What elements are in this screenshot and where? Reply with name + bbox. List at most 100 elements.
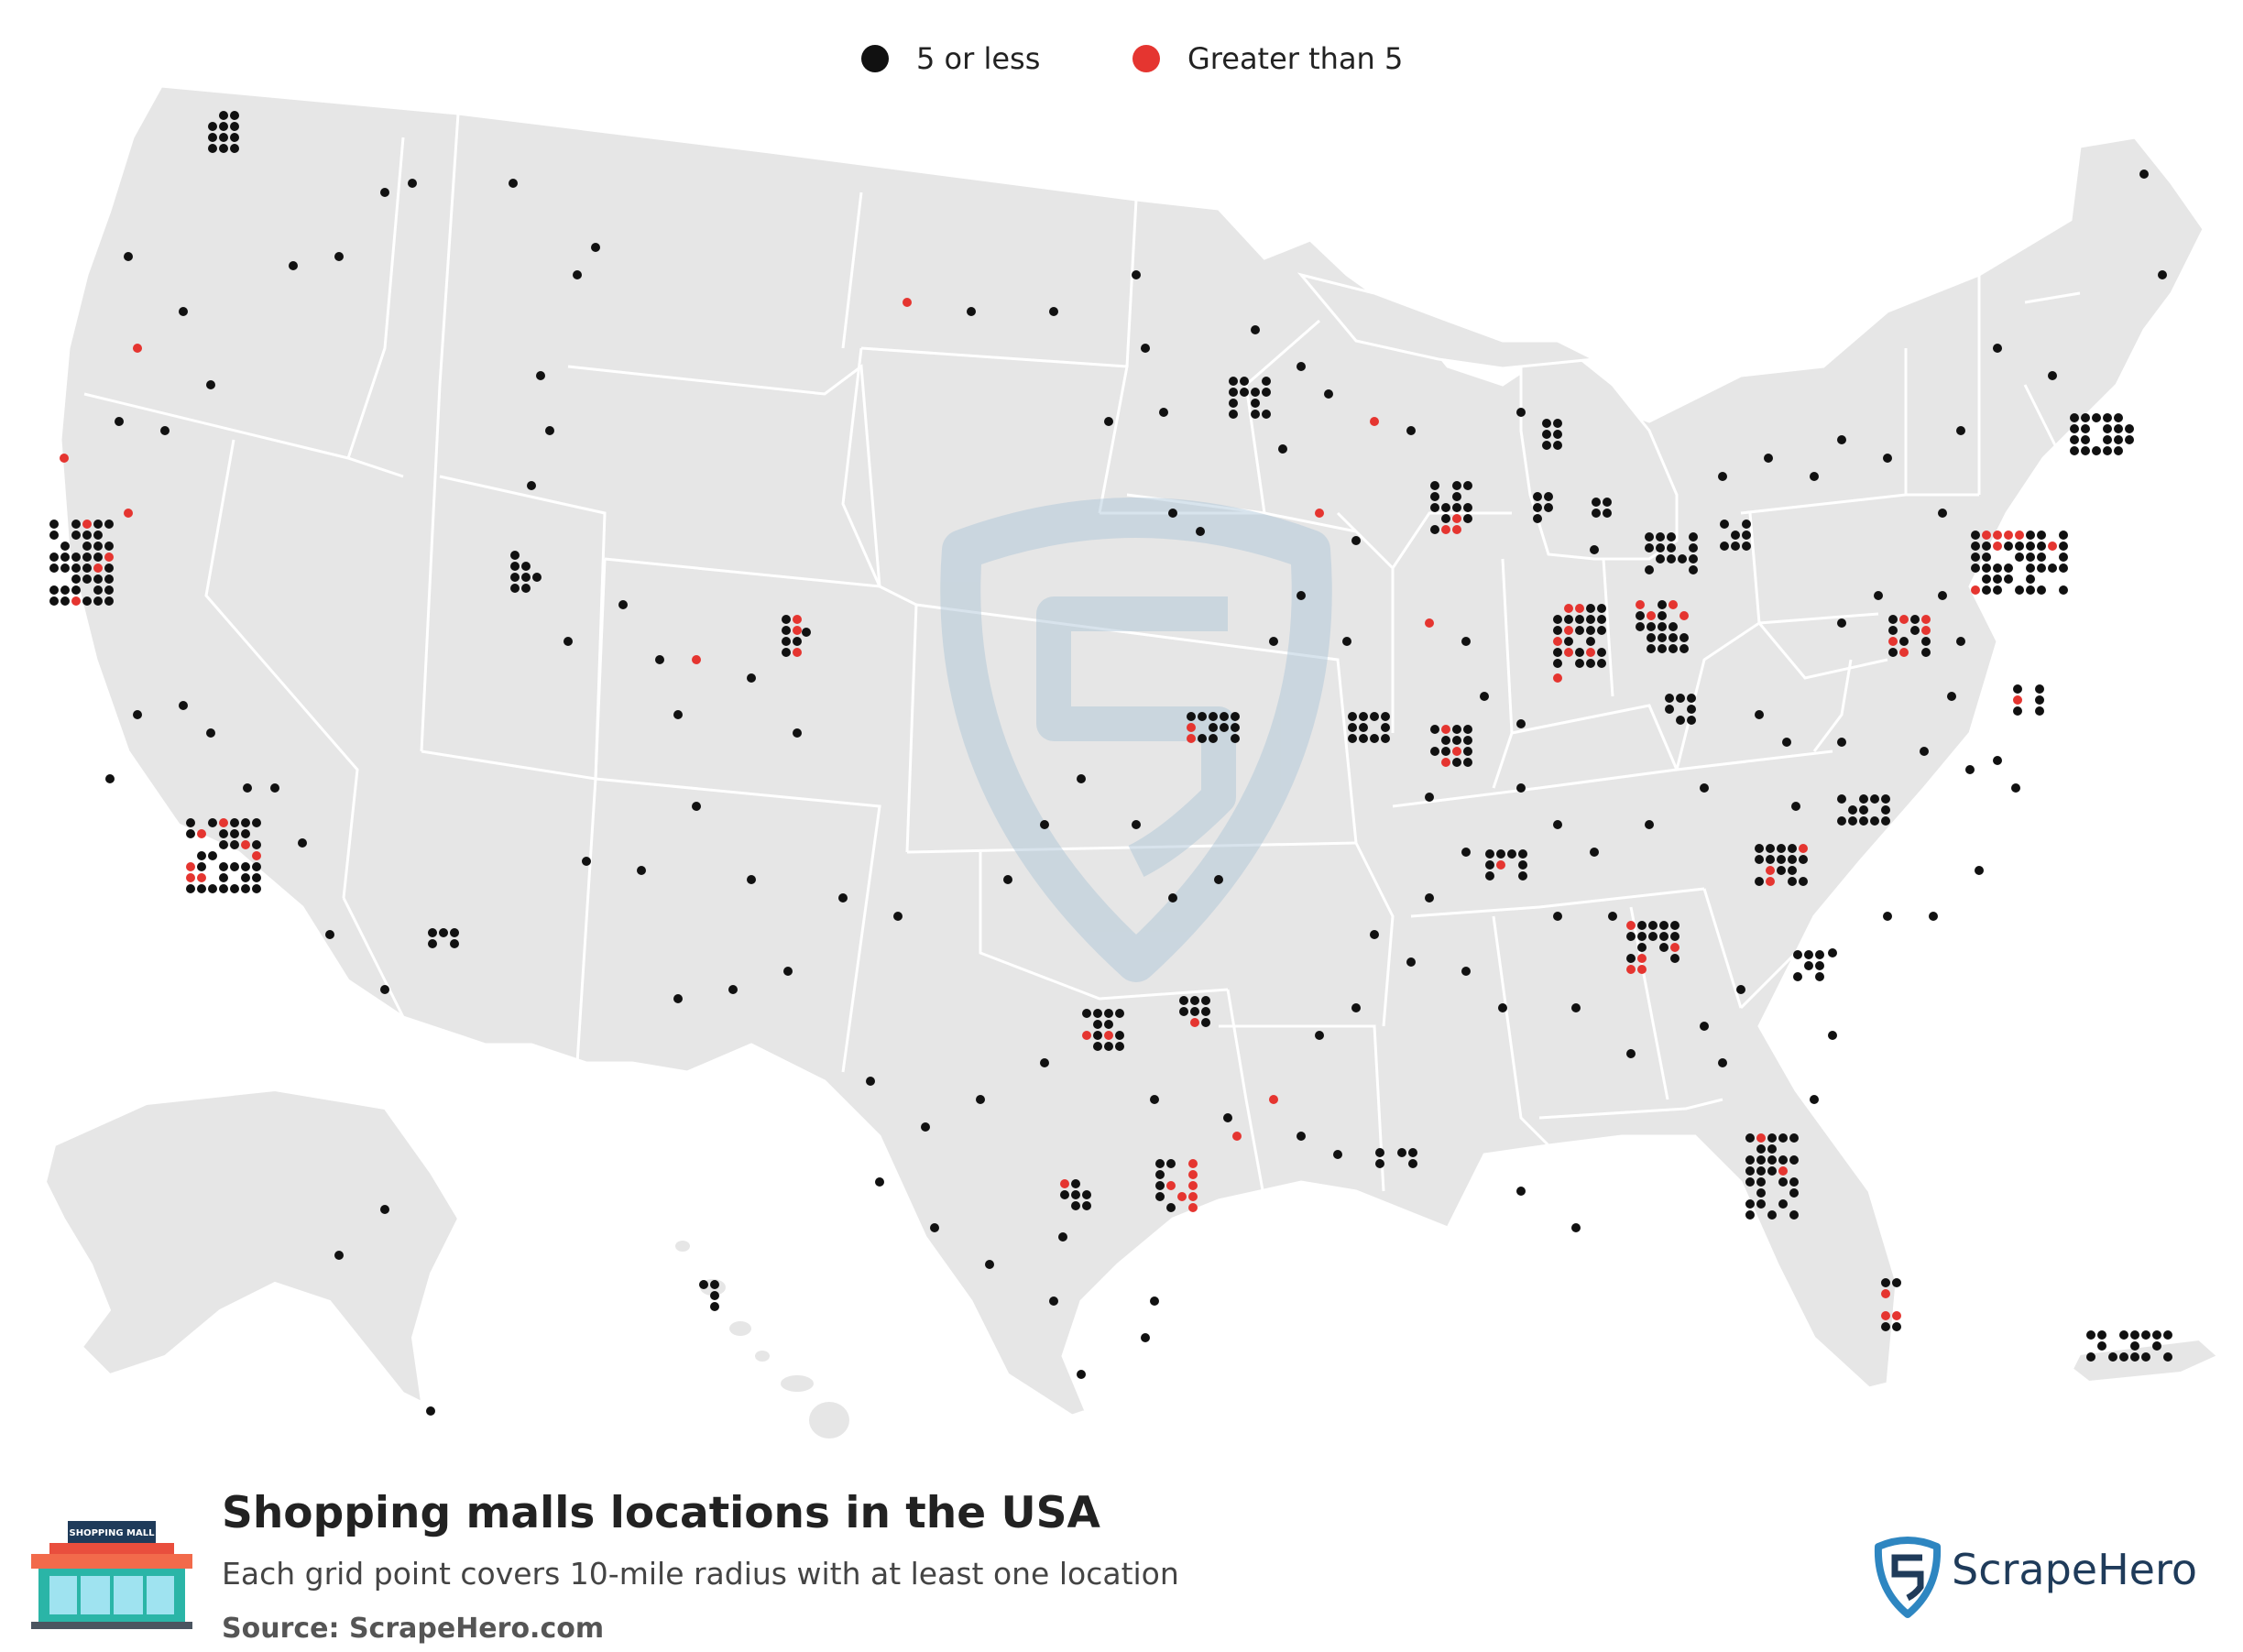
location-dot-greater-than-5 bbox=[133, 344, 142, 353]
location-dot-5-or-less bbox=[1370, 712, 1379, 721]
location-dot-5-or-less bbox=[1788, 844, 1797, 853]
location-dot-5-or-less bbox=[521, 562, 531, 571]
location-dot-5-or-less bbox=[1060, 1190, 1069, 1199]
location-dot-greater-than-5 bbox=[186, 862, 195, 871]
location-dot-5-or-less bbox=[2011, 783, 2020, 793]
location-dot-5-or-less bbox=[710, 1280, 719, 1289]
location-dot-greater-than-5 bbox=[1993, 542, 2002, 551]
location-dot-5-or-less bbox=[1049, 1296, 1058, 1306]
location-dot-5-or-less bbox=[1859, 805, 1868, 815]
location-dot-greater-than-5 bbox=[1626, 965, 1636, 974]
location-dot-5-or-less bbox=[1533, 492, 1542, 501]
location-dot-5-or-less bbox=[1767, 1144, 1777, 1154]
location-dot-5-or-less bbox=[1764, 454, 1773, 463]
location-dot-5-or-less bbox=[1463, 503, 1472, 512]
location-dot-5-or-less bbox=[1767, 1133, 1777, 1143]
location-dot-5-or-less bbox=[1778, 1133, 1788, 1143]
location-dot-5-or-less bbox=[793, 637, 802, 646]
location-dot-5-or-less bbox=[1645, 565, 1654, 574]
location-dot-5-or-less bbox=[219, 862, 228, 871]
location-dot-5-or-less bbox=[1718, 472, 1727, 481]
location-dot-5-or-less bbox=[1659, 921, 1669, 930]
location-dot-5-or-less bbox=[1993, 574, 2002, 584]
location-dot-5-or-less bbox=[1542, 441, 1551, 450]
state-borders bbox=[83, 113, 2099, 1201]
location-dot-greater-than-5 bbox=[1637, 954, 1647, 963]
location-dot-5-or-less bbox=[2163, 1330, 2172, 1340]
location-dot-greater-than-5 bbox=[1892, 1311, 1901, 1320]
location-dot-5-or-less bbox=[1533, 514, 1542, 523]
location-dot-5-or-less bbox=[1659, 943, 1669, 952]
location-dot-5-or-less bbox=[1564, 637, 1573, 646]
location-dot-5-or-less bbox=[1516, 719, 1526, 728]
location-dot-5-or-less bbox=[71, 552, 81, 562]
location-dot-5-or-less bbox=[2035, 695, 2044, 705]
location-dot-5-or-less bbox=[230, 840, 239, 849]
location-dot-5-or-less bbox=[1658, 633, 1667, 642]
location-dot-5-or-less bbox=[1777, 855, 1786, 864]
location-dot-5-or-less bbox=[1658, 644, 1667, 653]
location-dot-5-or-less bbox=[230, 133, 239, 142]
location-dot-5-or-less bbox=[2013, 706, 2022, 716]
location-dot-5-or-less bbox=[1463, 758, 1472, 767]
location-dot-5-or-less bbox=[1155, 1159, 1165, 1168]
location-dot-5-or-less bbox=[1463, 747, 1472, 756]
location-dot-greater-than-5 bbox=[1452, 525, 1461, 534]
location-dot-5-or-less bbox=[637, 866, 646, 875]
location-dot-5-or-less bbox=[2015, 542, 2024, 551]
location-dot-5-or-less bbox=[2070, 435, 2079, 444]
location-dot-5-or-less bbox=[104, 542, 114, 551]
location-dot-5-or-less bbox=[793, 728, 802, 738]
location-dot-5-or-less bbox=[1678, 554, 1687, 563]
location-dot-5-or-less bbox=[2026, 542, 2035, 551]
location-dot-5-or-less bbox=[1485, 860, 1494, 870]
location-dot-5-or-less bbox=[1359, 734, 1368, 743]
location-dot-5-or-less bbox=[1201, 996, 1210, 1005]
location-dot-5-or-less bbox=[1553, 912, 1562, 921]
location-dot-5-or-less bbox=[1720, 542, 1729, 551]
location-dot-5-or-less bbox=[1575, 615, 1584, 624]
location-dot-5-or-less bbox=[1938, 509, 1947, 518]
location-dot-5-or-less bbox=[1496, 849, 1505, 859]
location-dot-5-or-less bbox=[985, 1260, 994, 1269]
location-dot-5-or-less bbox=[1406, 426, 1416, 435]
location-dot-5-or-less bbox=[2081, 413, 2090, 422]
location-dot-5-or-less bbox=[2141, 1330, 2150, 1340]
location-dot-5-or-less bbox=[219, 829, 228, 838]
location-dot-5-or-less bbox=[1888, 648, 1898, 657]
location-dot-5-or-less bbox=[82, 574, 92, 584]
location-dot-5-or-less bbox=[2048, 371, 2057, 380]
location-dot-5-or-less bbox=[71, 563, 81, 573]
location-dot-5-or-less bbox=[1115, 1042, 1124, 1051]
location-dot-5-or-less bbox=[71, 585, 81, 595]
location-dot-5-or-less bbox=[1071, 1190, 1080, 1199]
location-dot-5-or-less bbox=[1837, 794, 1846, 804]
location-dot-5-or-less bbox=[1155, 1181, 1165, 1190]
location-dot-5-or-less bbox=[2114, 413, 2123, 422]
location-dot-5-or-less bbox=[1767, 1166, 1777, 1176]
location-dot-5-or-less bbox=[1452, 725, 1461, 734]
location-dot-5-or-less bbox=[1659, 932, 1669, 941]
location-dot-5-or-less bbox=[1077, 774, 1086, 783]
location-dot-5-or-less bbox=[1461, 637, 1471, 646]
land-masses bbox=[44, 84, 2219, 1439]
location-dot-5-or-less bbox=[1745, 1199, 1755, 1209]
location-dot-5-or-less bbox=[82, 531, 92, 540]
location-dot-5-or-less bbox=[1687, 705, 1696, 714]
legend-dot-large-icon bbox=[1132, 45, 1160, 72]
location-dot-greater-than-5 bbox=[1564, 604, 1573, 613]
location-dot-greater-than-5 bbox=[1190, 1018, 1199, 1027]
location-dot-5-or-less bbox=[1104, 1042, 1113, 1051]
location-dot-5-or-less bbox=[1082, 1201, 1091, 1210]
location-dot-5-or-less bbox=[1837, 738, 1846, 747]
location-dot-5-or-less bbox=[1201, 1018, 1210, 1027]
location-dot-5-or-less bbox=[1351, 1003, 1361, 1012]
legend-label-large: Greater than 5 bbox=[1187, 41, 1404, 76]
location-dot-5-or-less bbox=[1645, 543, 1654, 552]
location-dot-5-or-less bbox=[1971, 552, 1980, 562]
location-dot-5-or-less bbox=[976, 1095, 985, 1104]
location-dot-5-or-less bbox=[1883, 912, 1892, 921]
location-dot-5-or-less bbox=[1408, 1148, 1417, 1157]
location-dot-5-or-less bbox=[1214, 875, 1223, 884]
location-dot-5-or-less bbox=[1689, 565, 1698, 574]
